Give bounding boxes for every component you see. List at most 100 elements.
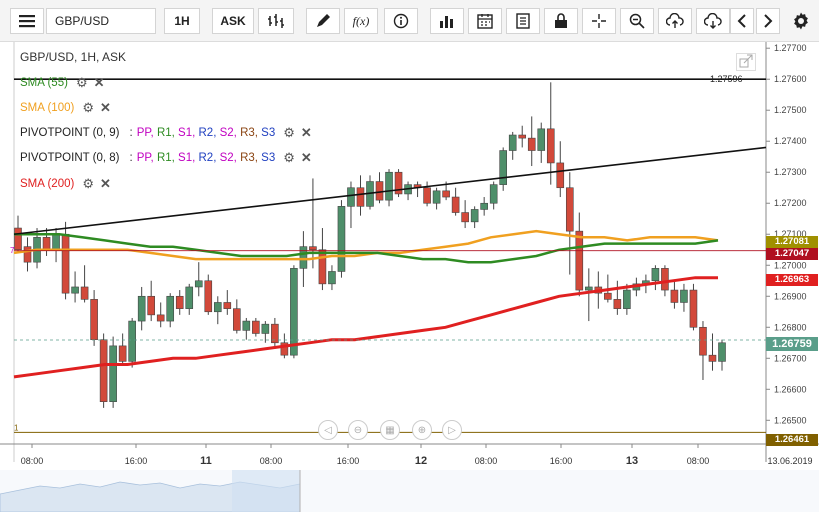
indicators-button[interactable]: f(x) — [344, 8, 378, 34]
candle — [61, 233, 70, 294]
side-label: 7 — [10, 246, 15, 255]
timeframe-select[interactable]: 1H — [164, 8, 200, 34]
close-icon[interactable]: ✕ — [300, 125, 312, 140]
candle — [175, 295, 184, 309]
sma55-line — [14, 232, 719, 264]
list-icon — [516, 13, 530, 29]
pivot-part-pp: PP, — [136, 127, 157, 139]
zoom-out-button[interactable]: ⊖ — [348, 420, 368, 440]
close-icon[interactable]: ✕ — [99, 176, 111, 191]
pivot-part-r2: R2, — [198, 127, 220, 139]
price-axis-label: 1.27300 — [774, 167, 807, 177]
close-icon[interactable]: ✕ — [93, 75, 105, 90]
fit-button[interactable]: ▦ — [380, 420, 400, 440]
pivot-part-s2: S2, — [219, 127, 241, 139]
settings-button[interactable] — [786, 8, 816, 34]
price-axis-label: 1.26900 — [774, 291, 807, 301]
candle — [623, 289, 631, 309]
zoom-in-button[interactable]: ⊕ — [412, 420, 432, 440]
download-button[interactable] — [696, 8, 730, 34]
legend-pivot-8: PIVOTPOINT (0, 8) : PP, R1, S1, R2, S2, … — [20, 150, 312, 166]
candle — [604, 292, 612, 300]
gear-icon[interactable]: ⚙ — [75, 75, 88, 90]
nav-controls: ◁ ⊖ ▦ ⊕ ▷ — [318, 420, 468, 442]
upload-button[interactable] — [658, 8, 692, 34]
candle — [99, 339, 108, 402]
pivot-9-parts: PP, R1, S1, R2, S2, R3, S3 — [137, 127, 276, 139]
legend-pivot-9-label: PIVOTPOINT (0, 9) — [20, 127, 120, 139]
candle — [280, 342, 289, 356]
lock-button[interactable] — [544, 8, 578, 34]
cloud-download-icon — [704, 13, 722, 29]
candle — [423, 187, 431, 204]
volume-bars-icon — [440, 16, 453, 28]
triangle-right-icon: ▷ — [448, 424, 456, 436]
menu-icon — [19, 15, 35, 28]
crosshair-button[interactable] — [582, 8, 616, 34]
gear-icon[interactable]: ⚙ — [283, 125, 295, 140]
symbol-select[interactable]: GBP/USD — [46, 8, 156, 34]
zoom-button[interactable] — [620, 8, 654, 34]
price-tag-sma100: 1.27081 — [766, 236, 818, 248]
price-axis-label: 1.27100 — [774, 229, 807, 239]
candle — [680, 289, 688, 303]
volume-button[interactable] — [430, 8, 464, 34]
pivot-part-pp: PP, — [136, 152, 157, 164]
pivot-part-s1: S1, — [178, 127, 199, 139]
time-axis-label: 08:00 — [687, 456, 710, 466]
popout-icon — [739, 54, 753, 68]
gear-icon[interactable]: ⚙ — [82, 100, 94, 115]
candle — [309, 246, 317, 251]
legend-colon: : — [129, 127, 133, 139]
pan-right-button[interactable]: ▷ — [442, 420, 462, 440]
chart-header: GBP/USD, 1H, ASK — [20, 50, 127, 64]
pan-left-button[interactable]: ◁ — [318, 420, 338, 440]
price-tag-current: 1.26759 — [766, 337, 818, 351]
calendar-button[interactable] — [468, 8, 502, 34]
candle — [470, 209, 479, 223]
scroll-left-button[interactable] — [730, 8, 754, 34]
info-button[interactable] — [384, 8, 418, 34]
list-button[interactable] — [506, 8, 540, 34]
candle — [347, 187, 355, 207]
close-icon[interactable]: ✕ — [300, 150, 312, 165]
candle — [71, 286, 79, 294]
candle — [585, 286, 593, 291]
price-axis-label: 1.27500 — [774, 105, 807, 115]
candle — [613, 299, 622, 309]
pivot-part-r3: R3, — [240, 127, 262, 139]
candle — [518, 134, 527, 139]
chevron-left-icon — [737, 14, 746, 28]
chart-type-button[interactable] — [258, 8, 294, 34]
side-label: 1 — [14, 423, 19, 432]
candle — [661, 268, 669, 291]
candle — [461, 212, 469, 223]
price-axis-label: 1.27700 — [774, 43, 807, 53]
price-axis-label: 1.26800 — [774, 322, 807, 332]
candle — [252, 320, 260, 334]
triangle-left-icon: ◁ — [324, 424, 332, 436]
pivot-part-r1: R1, — [156, 127, 179, 139]
popout-button[interactable] — [736, 53, 756, 71]
pivot-part-r3: R3, — [240, 152, 262, 164]
legend-sma100: SMA (100) ⚙ ✕ — [20, 100, 111, 116]
gear-icon[interactable]: ⚙ — [82, 176, 94, 191]
gear-icon[interactable]: ⚙ — [283, 150, 295, 165]
price-chart[interactable]: 1.27700 1.27600 1.27500 1.27400 1.27300 1.272… — [0, 42, 819, 512]
horizontal-line-label: 1.27596 — [710, 74, 743, 84]
close-icon[interactable]: ✕ — [99, 100, 111, 115]
candle — [375, 181, 384, 201]
draw-button[interactable] — [306, 8, 340, 34]
price-tag-pivot: 1.27047 — [766, 248, 818, 260]
menu-button[interactable] — [10, 8, 44, 34]
candle — [527, 137, 536, 151]
scroll-right-button[interactable] — [756, 8, 780, 34]
candle — [137, 295, 146, 322]
candle — [147, 295, 155, 316]
chart-area[interactable]: 1.27700 1.27600 1.27500 1.27400 1.27300 1.272… — [0, 42, 819, 512]
candle — [689, 289, 698, 328]
legend-colon: : — [129, 152, 133, 164]
candle — [299, 246, 308, 269]
time-axis-label: 16:00 — [125, 456, 148, 466]
price-type-select[interactable]: ASK — [212, 8, 254, 34]
